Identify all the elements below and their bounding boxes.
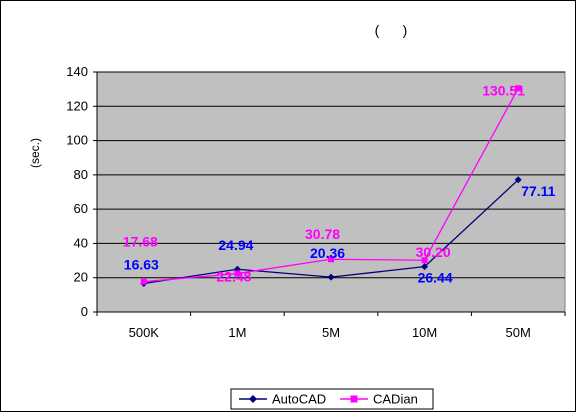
legend-box xyxy=(230,388,434,410)
y-tick-label: 60 xyxy=(74,201,88,216)
legend-item-autocad: AutoCAD xyxy=(239,392,326,407)
plot-area xyxy=(96,71,566,313)
data-label: 30.78 xyxy=(305,226,340,242)
data-point xyxy=(140,278,147,285)
data-label: 130.51 xyxy=(482,82,525,98)
data-label: 24.94 xyxy=(218,237,253,253)
chart-title: ( ) xyxy=(375,22,408,38)
y-tick-label: 0 xyxy=(81,304,88,319)
series-layer xyxy=(140,85,522,287)
y-tick-label: 20 xyxy=(74,270,88,285)
data-label: 20.36 xyxy=(310,245,345,261)
y-tick-label: 80 xyxy=(74,167,88,182)
legend-marker xyxy=(350,395,358,403)
data-point xyxy=(515,85,522,92)
gridlines xyxy=(97,71,565,279)
data-point xyxy=(514,176,522,184)
data-point xyxy=(327,273,335,281)
x-tick-label: 5M xyxy=(322,325,340,340)
legend-label: CADian xyxy=(373,392,418,407)
legend-item-cadian: CADian xyxy=(340,392,418,407)
axes: 0 20 40 60 80 100 120 140 500K 1M 5M 10M 50M xyxy=(66,64,566,340)
x-tick-label: 50M xyxy=(506,325,531,340)
data-labels: 16.63 24.94 20.36 26.44 77.11 17.68 22.48 30.78… xyxy=(123,82,556,285)
x-tick-label: 10M xyxy=(412,325,437,340)
y-axis-label: (sec.) xyxy=(28,138,42,168)
data-label: 77.11 xyxy=(521,183,555,199)
data-point xyxy=(421,257,428,264)
data-label: 26.44 xyxy=(418,270,453,286)
legend-label: AutoCAD xyxy=(272,392,326,407)
y-tick-label: 100 xyxy=(66,133,88,148)
data-label: 22.48 xyxy=(216,268,251,284)
legend: AutoCAD CADian xyxy=(230,388,434,410)
y-tick-label: 140 xyxy=(66,64,88,79)
y-tick-label: 120 xyxy=(66,98,88,113)
data-point xyxy=(328,256,334,263)
x-tick-label: 500K xyxy=(129,325,160,340)
legend-marker xyxy=(249,395,257,403)
y-tick-label: 40 xyxy=(74,235,88,250)
data-point xyxy=(234,270,241,277)
series-cadian xyxy=(140,85,522,285)
data-label: 16.63 xyxy=(124,256,159,272)
data-label: 17.68 xyxy=(123,234,158,250)
x-tick-label: 1M xyxy=(228,325,246,340)
data-point xyxy=(421,263,429,271)
data-label: 30.20 xyxy=(416,244,451,260)
